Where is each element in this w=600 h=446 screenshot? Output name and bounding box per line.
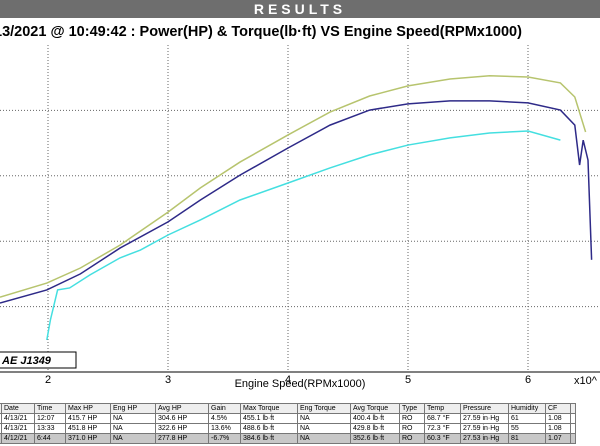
cell: NA: [110, 433, 156, 444]
cell: 4/13/21: [1, 423, 35, 434]
cell: 451.8 HP: [65, 423, 111, 434]
cell: 55: [508, 423, 546, 434]
x-tick-label: 3: [165, 374, 171, 386]
cell: 27.59 in·Hg: [460, 413, 509, 424]
cell: 352.6 lb·ft: [350, 433, 400, 444]
header-cell: Max HP: [65, 403, 111, 414]
cell: 68.7 °F: [424, 413, 461, 424]
data-row: 4/13/21 13:33 451.8 HP NA 322.6 HP 13.6% 488.6…: [0, 423, 576, 434]
cell: 27.53 in·Hg: [460, 433, 509, 444]
series-line: [0, 100, 593, 304]
series-line: [46, 130, 561, 341]
cell: 27.59 in·Hg: [460, 423, 509, 434]
cell: 1.08: [545, 413, 571, 424]
cell: NA: [297, 413, 351, 424]
cell: 1.08: [545, 423, 571, 434]
cell: [570, 433, 576, 444]
header-cell: CF: [545, 403, 571, 414]
cell: 322.6 HP: [155, 423, 209, 434]
cell: 4/12/21: [1, 433, 35, 444]
header-cell: Gain: [208, 403, 241, 414]
cell: RO: [399, 433, 425, 444]
cell: 371.0 HP: [65, 433, 111, 444]
header-cell: Eng HP: [110, 403, 156, 414]
cell: 4.5%: [208, 413, 241, 424]
cell: NA: [297, 423, 351, 434]
chart: AE J1349 Engine Speed(RPMx1000) x10^ 2 3 4…: [0, 45, 600, 390]
cell: -6.7%: [208, 433, 241, 444]
x-tick-label: 5: [405, 374, 411, 386]
header-cell: Pressure: [460, 403, 509, 414]
data-row: 4/12/21 6:44 371.0 HP NA 277.8 HP -6.7% 384.6 …: [0, 433, 576, 444]
cell: 81: [508, 433, 546, 444]
results-bar: RESULTS: [0, 0, 600, 18]
cell: 1.07: [545, 433, 571, 444]
data-row: 4/13/21 12:07 415.7 HP NA 304.6 HP 4.5% 455.1 …: [0, 413, 576, 424]
cell: 12:07: [34, 413, 66, 424]
cell: NA: [110, 423, 156, 434]
cell: [570, 413, 576, 424]
header-cell: Humidity: [508, 403, 546, 414]
header-cell: [570, 403, 576, 414]
plot-area: [0, 45, 600, 372]
header-cell: Time: [34, 403, 66, 414]
series-line: [0, 74, 587, 298]
cell: 455.1 lb·ft: [240, 413, 298, 424]
x-tick-label: 4: [285, 374, 291, 386]
header-cell: Date: [1, 403, 35, 414]
cell: 13:33: [34, 423, 66, 434]
cell: NA: [110, 413, 156, 424]
cell: 488.6 lb·ft: [240, 423, 298, 434]
header-cell: Eng Torque: [297, 403, 351, 414]
results-table: Date Time Max HP Eng HP Avg HP Gain Max Torque…: [0, 403, 576, 444]
cell: [570, 423, 576, 434]
x-tick-label: 2: [45, 374, 51, 386]
cell: 6:44: [34, 433, 66, 444]
cell: NA: [297, 433, 351, 444]
standard-box: [0, 351, 77, 369]
x-multiplier: x10^: [574, 375, 598, 387]
cell: 384.6 lb·ft: [240, 433, 298, 444]
header-row: Date Time Max HP Eng HP Avg HP Gain Max Torque…: [0, 403, 576, 414]
header-cell: Type: [399, 403, 425, 414]
cell: 72.3 °F: [424, 423, 461, 434]
cell: 60.3 °F: [424, 433, 461, 444]
cell: 415.7 HP: [65, 413, 111, 424]
cell: 61: [508, 413, 546, 424]
header-cell: Temp: [424, 403, 461, 414]
header-cell: Avg HP: [155, 403, 209, 414]
header-cell: Max Torque: [240, 403, 298, 414]
x-tick-label: 6: [525, 374, 531, 386]
cell: RO: [399, 423, 425, 434]
x-axis-label: Engine Speed(RPMx1000): [235, 378, 366, 390]
chart-subtitle: 13/2021 @ 10:49:42 : Power(HP) & Torque(…: [0, 24, 522, 40]
cell: 304.6 HP: [155, 413, 209, 424]
cell: RO: [399, 413, 425, 424]
cell: 4/13/21: [1, 413, 35, 424]
standard-label: AE J1349: [1, 355, 52, 367]
header-cell: Avg Torque: [350, 403, 400, 414]
cell: 277.8 HP: [155, 433, 209, 444]
cell: 429.8 lb·ft: [350, 423, 400, 434]
cell: 13.6%: [208, 423, 241, 434]
cell: 400.4 lb·ft: [350, 413, 400, 424]
